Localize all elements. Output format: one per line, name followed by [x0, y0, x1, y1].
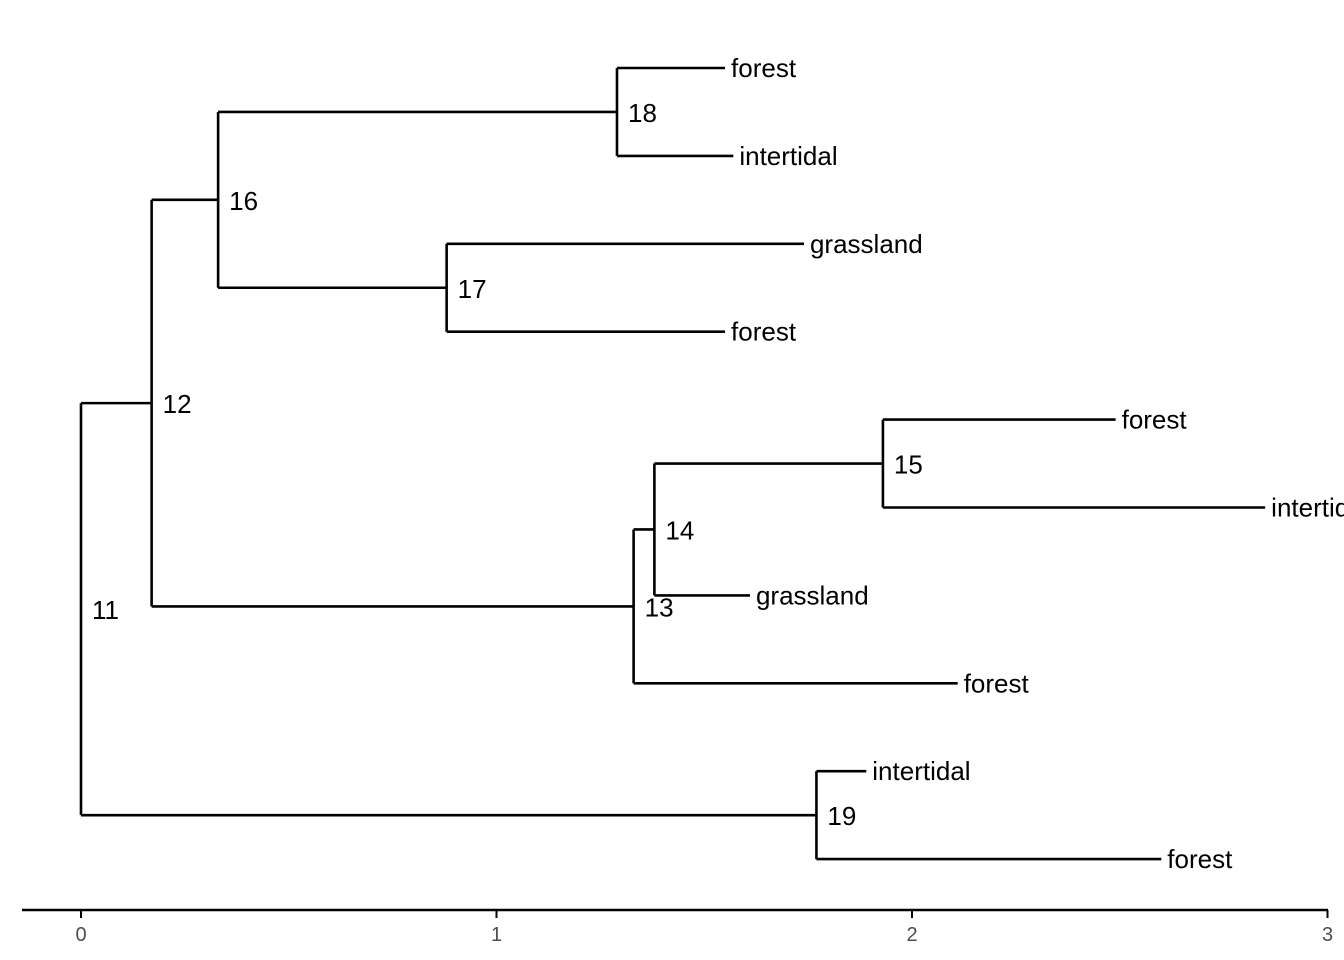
tip-label-t10: forest — [1167, 844, 1233, 874]
x-axis-ticks: 0 1 2 3 — [75, 910, 1333, 946]
node-label-16: 16 — [229, 186, 258, 216]
internal-node-labels: 11 12 13 14 15 16 17 18 19 — [92, 98, 923, 831]
tree-branches — [79, 66, 1266, 861]
node-label-12: 12 — [163, 389, 192, 419]
tip-label-t4: forest — [731, 317, 797, 347]
node-label-14: 14 — [665, 515, 694, 545]
tip-labels: forest intertidal grassland forest forest int… — [731, 53, 1344, 874]
tip-label-t6: intertidal — [1271, 493, 1344, 523]
x-axis-tick-label-0: 0 — [75, 924, 86, 946]
tip-label-t3: grassland — [810, 229, 923, 259]
node-label-19: 19 — [827, 801, 856, 831]
tip-label-t2: intertidal — [739, 141, 837, 171]
node-label-15: 15 — [894, 450, 923, 480]
node-label-18: 18 — [628, 98, 657, 128]
tip-label-t1: forest — [731, 53, 797, 83]
node-label-17: 17 — [458, 274, 487, 304]
node-label-13: 13 — [645, 592, 674, 622]
tip-label-t9: intertidal — [872, 756, 970, 786]
x-axis-tick-label-1: 1 — [491, 924, 502, 946]
x-axis: 0 1 2 3 — [22, 908, 1333, 946]
tip-label-t7: grassland — [756, 580, 869, 610]
node-label-11: 11 — [92, 595, 119, 625]
tip-label-t5: forest — [1122, 405, 1188, 435]
tip-label-t8: forest — [964, 668, 1030, 698]
x-axis-tick-label-2: 2 — [906, 924, 917, 946]
x-axis-tick-label-3: 3 — [1322, 924, 1333, 946]
